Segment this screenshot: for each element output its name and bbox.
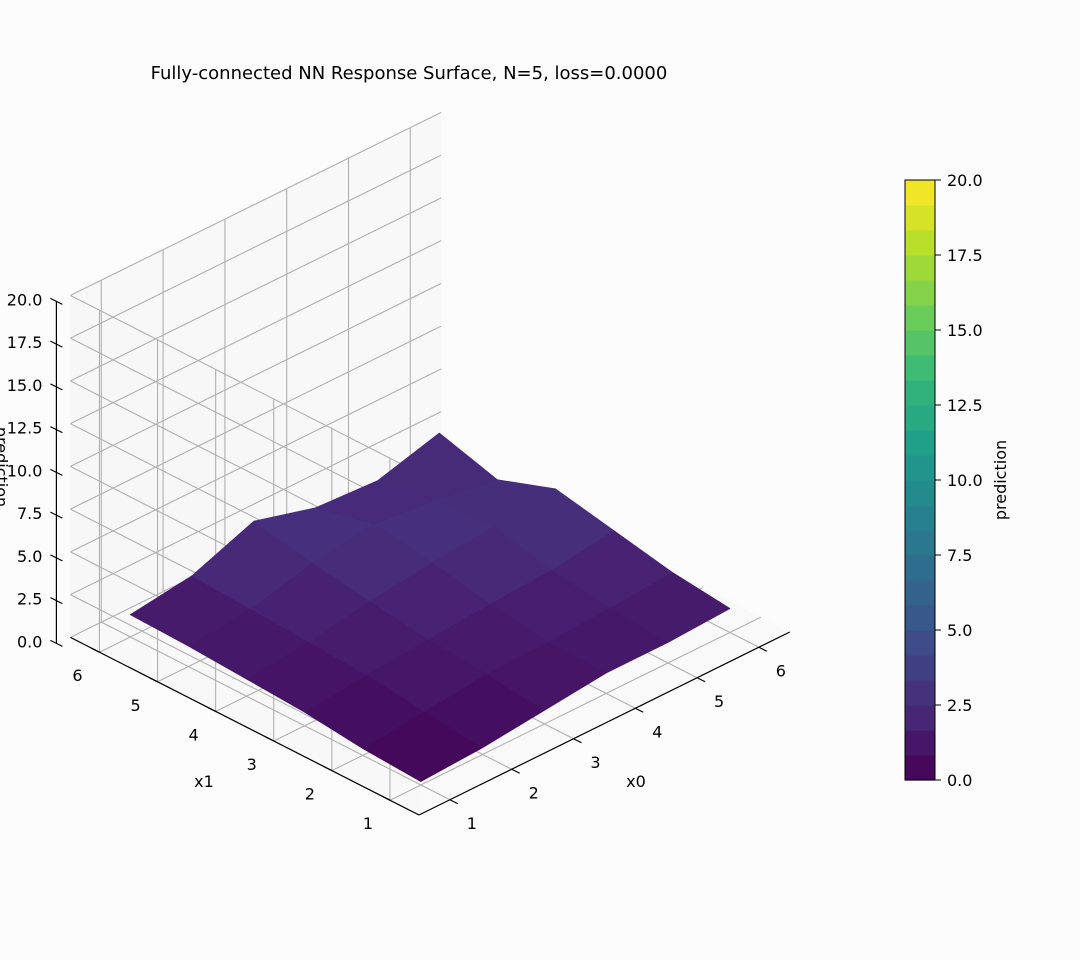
grid-line-z-back: [70, 154, 442, 339]
colorbar-band: [905, 605, 935, 631]
colorbar-tick-label: 15.0: [947, 321, 983, 340]
colorbar-band: [905, 480, 935, 506]
grid-line-y-floor: [389, 616, 761, 801]
colorbar-tick-label: 7.5: [947, 546, 972, 565]
z-tick-mark: [50, 597, 63, 605]
colorbar-band: [905, 380, 935, 406]
z-tick-label: 17.5: [7, 333, 43, 352]
colorbar-band: [905, 580, 935, 606]
colorbar-tick-label: 5.0: [947, 621, 972, 640]
grid-line-z-left: [70, 294, 420, 474]
y-axis-line: [70, 636, 420, 816]
z-tick-mark: [50, 383, 63, 391]
x-tick-mark: [449, 799, 459, 805]
y-tick-label: 3: [247, 755, 257, 774]
z-tick-mark: [50, 426, 63, 434]
colorbar-band: [905, 730, 935, 756]
z-tick-mark: [50, 639, 63, 647]
colorbar: 0.0 2.5 5.0 7.5 10.0 12.5 15.0 17.5 20.0: [904, 171, 983, 790]
y-tick-mark: [91, 647, 100, 653]
colorbar-tick-label: 20.0: [947, 171, 983, 190]
z-tick-mark: [50, 340, 63, 348]
colorbar-band: [905, 205, 935, 231]
grid-line-x-floor: [101, 621, 451, 801]
colorbar-band: [905, 355, 935, 381]
z-tick-label: 5.0: [17, 547, 42, 566]
colorbar-band: [905, 305, 935, 331]
x-tick-mark: [573, 738, 582, 744]
grid-line-z-back: [70, 197, 442, 382]
colorbar-band: [905, 255, 935, 281]
colorbar-band: [905, 530, 935, 556]
x-tick-label: 2: [529, 783, 539, 802]
y-tick-label: 2: [305, 785, 315, 804]
colorbar-tick-label: 10.0: [947, 471, 983, 490]
z-tick-label: 12.5: [7, 419, 43, 438]
grid-line-z-back: [70, 411, 442, 596]
surface-plot: [129, 432, 731, 782]
x-tick-label: 6: [776, 661, 786, 680]
colorbar-band: [905, 555, 935, 581]
z-tick-label: 20.0: [7, 290, 43, 309]
z-tick-mark: [50, 511, 63, 519]
colorbar-label: prediction: [991, 440, 1010, 520]
y-tick-label: 1: [363, 814, 373, 833]
x-axis-label: x0: [626, 772, 646, 791]
colorbar-band: [905, 180, 935, 206]
grid-line-z-back: [70, 240, 442, 425]
colorbar-band: [905, 630, 935, 656]
x-tick-mark: [758, 646, 768, 652]
colorbar-band: [905, 230, 935, 256]
colorbar-band: [905, 755, 935, 781]
grid-line-z-back: [70, 325, 442, 510]
grid-line-z-back: [70, 368, 442, 553]
y-tick-label: 6: [72, 666, 82, 685]
z-tick-label: 10.0: [7, 461, 43, 480]
x-tick-mark: [511, 768, 520, 774]
x-tick-label: 1: [467, 814, 477, 833]
y-axis-label: x1: [194, 772, 214, 791]
z-tick-mark: [50, 468, 63, 476]
z-tick-label: 2.5: [17, 590, 42, 609]
colorbar-band: [905, 705, 935, 731]
y-tick-mark: [207, 706, 216, 712]
colorbar-band: [905, 430, 935, 456]
z-tick-label: 0.0: [17, 632, 42, 651]
colorbar-tick-label: 17.5: [947, 246, 983, 265]
y-tick-mark: [149, 677, 158, 683]
chart-title: Fully-connected NN Response Surface, N=5…: [151, 63, 668, 84]
x-tick-label: 4: [652, 722, 662, 741]
x-tick-mark: [696, 677, 706, 683]
y-tick-mark: [381, 795, 391, 801]
z-tick-mark: [50, 554, 63, 562]
colorbar-band: [905, 680, 935, 706]
z-tick-label: 15.0: [7, 376, 43, 395]
colorbar-band: [905, 655, 935, 681]
grid-line-z-back: [70, 111, 442, 296]
x-tick-label: 3: [590, 753, 600, 772]
colorbar-tick-label: 12.5: [947, 396, 983, 415]
z-tick-label: 7.5: [17, 504, 42, 523]
surface-facet: [377, 432, 498, 501]
colorbar-tick-label: 2.5: [947, 696, 972, 715]
y-tick-mark: [323, 766, 333, 772]
y-tick-label: 5: [130, 696, 140, 715]
x-tick-label: 5: [714, 692, 724, 711]
grid-line-z-left: [70, 337, 420, 517]
y-tick-mark: [265, 736, 275, 742]
colorbar-band: [905, 455, 935, 481]
z-axis-label: prediction: [0, 427, 11, 507]
x-axis-line: [418, 631, 791, 816]
colorbar-band: [905, 505, 935, 531]
colorbar-band: [905, 330, 935, 356]
grid-line-z-back: [70, 282, 442, 467]
y-tick-label: 4: [189, 725, 199, 744]
colorbar-band: [905, 405, 935, 431]
axes-ticks: 1 2 3 4 5 6 1 2 3 4 5 6 0.0 2.5 5.0 7.5 10.0 12.5 15.0 17.5…: [7, 290, 786, 833]
x-tick-mark: [635, 707, 644, 713]
colorbar-band: [905, 280, 935, 306]
z-tick-mark: [50, 297, 63, 305]
colorbar-tick-label: 0.0: [947, 771, 972, 790]
